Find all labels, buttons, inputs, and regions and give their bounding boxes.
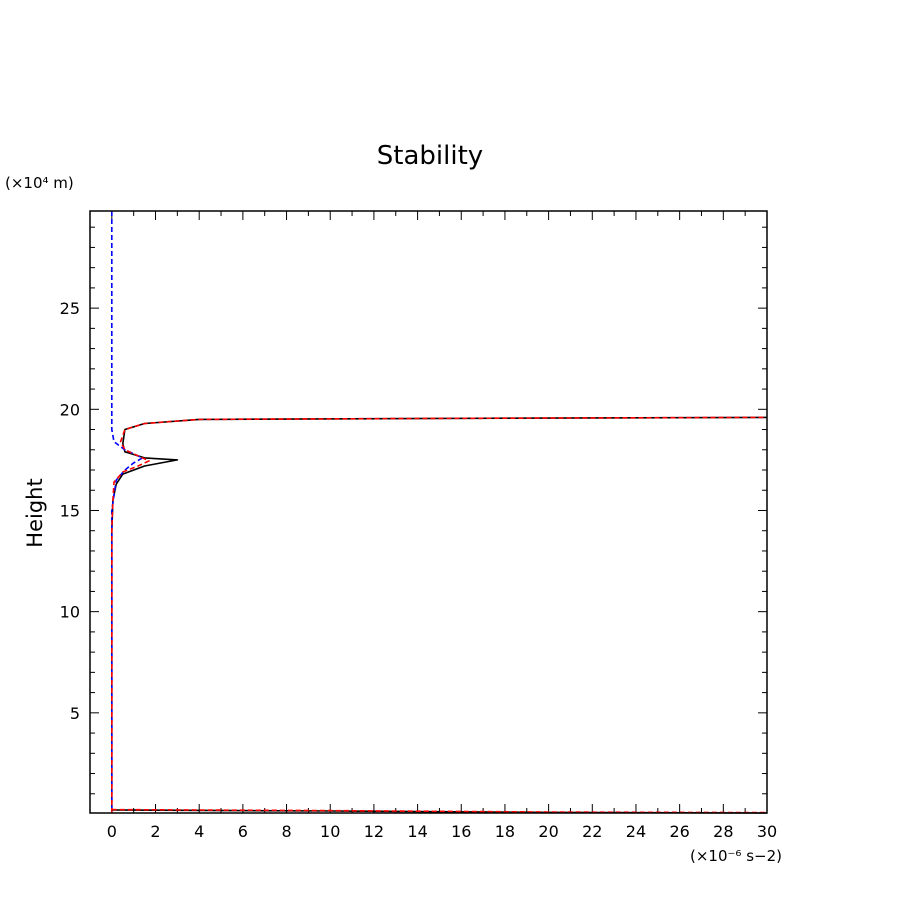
x-tick-label: 2 [150,822,160,841]
y-tick-label: 15 [60,501,80,520]
y-tick-label: 10 [60,603,80,622]
x-tick-label: 10 [320,822,340,841]
y-tick-label: 25 [60,299,80,318]
series-line-0 [111,416,768,813]
y-axis-label: Height [23,478,47,547]
series-line-2 [111,416,768,813]
x-tick-label: 18 [495,822,515,841]
x-tick-label: 20 [538,822,558,841]
x-tick-label: 8 [281,822,291,841]
x-tick-label: 16 [451,822,471,841]
x-tick-label: 30 [757,822,777,841]
x-tick-label: 6 [238,822,248,841]
x-tick-label: 0 [107,822,117,841]
y-unit-label: (×10⁴ m) [5,174,74,192]
x-tick-label: 12 [364,822,384,841]
y-tick-label: 5 [70,704,80,723]
plot-frame [89,210,768,814]
chart-title: Stability [377,141,483,171]
x-tick-label: 24 [626,822,646,841]
x-tick-label: 14 [407,822,427,841]
x-tick-label: 26 [669,822,689,841]
x-unit-label: (×10⁻⁶ s−2) [690,847,782,865]
x-tick-label: 22 [582,822,602,841]
series-line-1 [111,211,144,813]
x-tick-label: 4 [194,822,204,841]
x-tick-label: 28 [713,822,733,841]
series-group [111,211,768,814]
y-tick-label: 20 [60,400,80,419]
